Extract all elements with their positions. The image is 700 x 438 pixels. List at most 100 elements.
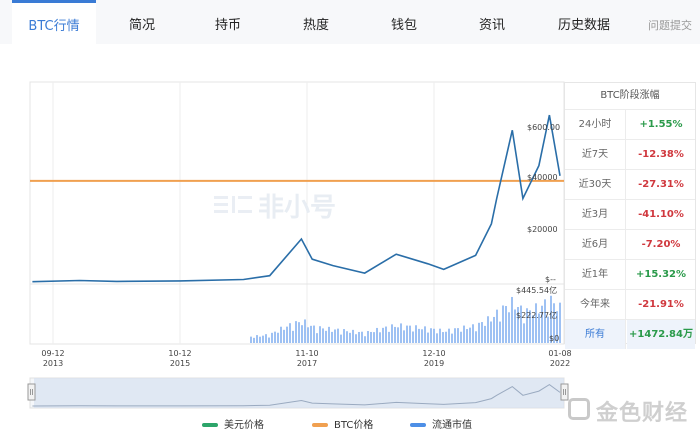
- volume-bar: [502, 305, 504, 343]
- volume-bars: [250, 295, 561, 343]
- volume-bar: [301, 325, 303, 343]
- volume-bar: [355, 334, 357, 343]
- volume-bar: [298, 322, 300, 343]
- tab-holdings[interactable]: 持币: [214, 18, 241, 33]
- period-row[interactable]: 近1年 +15.32%: [565, 260, 695, 290]
- volume-bar: [385, 326, 387, 343]
- volume-bar: [535, 303, 537, 343]
- y-tick-label: $20000: [527, 225, 558, 234]
- volume-bar: [295, 321, 297, 343]
- volume-bar: [352, 329, 354, 343]
- volume-bar: [529, 310, 531, 343]
- x-tick-date: 12-10: [422, 349, 445, 358]
- volume-bar: [304, 319, 306, 343]
- volume-bar: [418, 328, 420, 343]
- period-value: -21.91%: [638, 299, 684, 310]
- legend-market-cap[interactable]: 流通市值: [410, 416, 472, 431]
- volume-bar: [427, 332, 429, 343]
- legend-label: 流通市值: [432, 420, 472, 431]
- period-value: +1.55%: [639, 119, 683, 130]
- y-tick-label: $--: [545, 275, 556, 284]
- tab-news[interactable]: 资讯: [478, 18, 505, 33]
- period-label: 近1年: [565, 260, 626, 289]
- tab-wallet[interactable]: 钱包: [390, 18, 417, 33]
- tab-btc-market[interactable]: BTC行情: [12, 0, 96, 44]
- volume-bar: [490, 321, 492, 343]
- period-value: -7.20%: [641, 239, 681, 250]
- volume-bar: [430, 328, 432, 343]
- volume-bar: [412, 331, 414, 343]
- range-handle-right[interactable]: [560, 383, 569, 401]
- volume-tick-label: $0: [549, 334, 559, 343]
- volume-bar: [319, 326, 321, 343]
- period-label: 24小时: [565, 110, 626, 139]
- volume-bar: [439, 328, 441, 343]
- period-value: -27.31%: [638, 179, 684, 190]
- volume-bar: [322, 328, 324, 343]
- period-value: -12.38%: [638, 149, 684, 160]
- volume-tick-label: $222.77亿: [516, 310, 557, 320]
- volume-bar: [433, 328, 435, 343]
- volume-bar: [349, 332, 351, 343]
- volume-bar: [451, 333, 453, 343]
- period-row[interactable]: 近30天 -27.31%: [565, 170, 695, 200]
- volume-bar: [337, 328, 339, 343]
- x-tick-year: 2019: [424, 359, 444, 368]
- volume-bar: [496, 309, 498, 343]
- volume-bar: [310, 325, 312, 343]
- period-row-all[interactable]: 所有 +1472.84万: [565, 320, 695, 349]
- volume-bar: [463, 325, 465, 343]
- period-label: 近3月: [565, 200, 626, 229]
- x-tick-date: 09-12: [41, 349, 64, 358]
- volume-bar: [520, 305, 522, 343]
- volume-bar: [484, 325, 486, 343]
- volume-bar: [403, 330, 405, 343]
- x-tick-date: 11-10: [295, 349, 318, 358]
- volume-bar: [454, 328, 456, 343]
- tab-overview[interactable]: 简况: [128, 18, 155, 33]
- period-row[interactable]: 近6月 -7.20%: [565, 230, 695, 260]
- period-row[interactable]: 近7天 -12.38%: [565, 140, 695, 170]
- x-tick-year: 2017: [297, 359, 317, 368]
- x-tick-date: 01-08: [548, 349, 571, 358]
- x-tick-date: 10-12: [168, 349, 191, 358]
- period-row[interactable]: 近3月 -41.10%: [565, 200, 695, 230]
- period-label: 今年来: [565, 290, 626, 319]
- volume-bar: [370, 331, 372, 343]
- period-label: 所有: [565, 320, 626, 349]
- tab-history[interactable]: 历史数据: [557, 18, 610, 33]
- range-navigator[interactable]: [29, 377, 565, 409]
- volume-bar: [424, 326, 426, 343]
- volume-bar: [550, 295, 552, 343]
- volume-bar: [346, 331, 348, 343]
- range-selection[interactable]: [34, 378, 564, 408]
- volume-bar: [256, 335, 258, 343]
- volume-bar: [481, 322, 483, 343]
- volume-bar: [325, 330, 327, 343]
- volume-bar: [382, 327, 384, 343]
- volume-bar: [556, 311, 558, 343]
- tab-feedback[interactable]: 问题提交: [648, 19, 692, 32]
- volume-bar: [373, 332, 375, 343]
- volume-bar: [271, 332, 273, 343]
- volume-bar: [259, 336, 261, 343]
- volume-bar: [448, 328, 450, 343]
- volume-bar: [532, 315, 534, 343]
- volume-bar: [388, 331, 390, 343]
- period-row[interactable]: 今年来 -21.91%: [565, 290, 695, 320]
- navigator-line: [32, 383, 561, 407]
- x-tick-year: 2015: [170, 359, 190, 368]
- tab-popularity[interactable]: 热度: [302, 18, 329, 33]
- volume-bar: [376, 327, 378, 343]
- volume-bar: [421, 329, 423, 343]
- range-handle-left[interactable]: [27, 383, 36, 401]
- period-row[interactable]: 24小时 +1.55%: [565, 110, 695, 140]
- volume-bar: [541, 305, 543, 343]
- period-label: 近6月: [565, 230, 626, 259]
- legend-usd-price[interactable]: 美元价格: [202, 416, 264, 431]
- volume-bar: [394, 326, 396, 343]
- legend-btc-price[interactable]: BTC价格: [312, 416, 373, 431]
- volume-bar: [364, 336, 366, 343]
- volume-bar: [277, 332, 279, 343]
